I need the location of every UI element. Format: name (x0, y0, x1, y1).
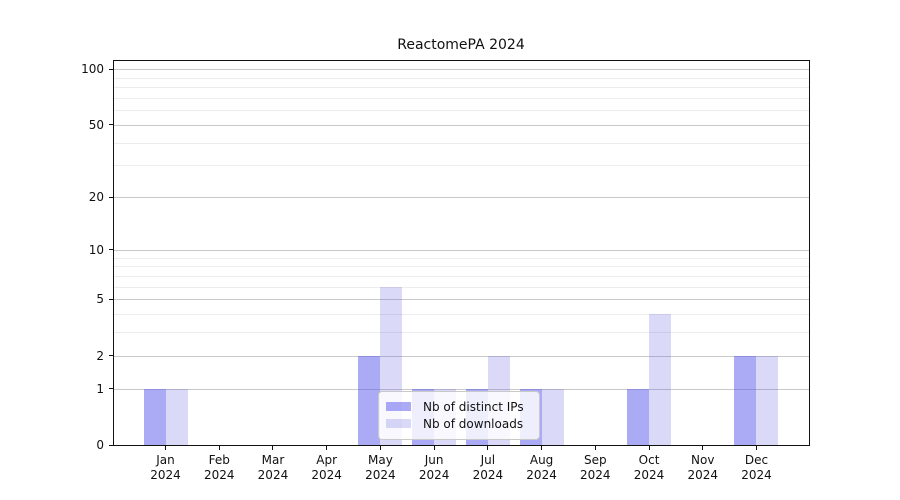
x-axis-tick (218, 446, 220, 450)
legend-swatch-downloads (386, 419, 411, 428)
legend-label-downloads: Nb of downloads (423, 416, 524, 431)
legend: Nb of distinct IPs Nb of downloads (378, 391, 540, 440)
x-tick-label: May 2024 (365, 453, 396, 482)
minor-gridline (114, 77, 809, 79)
y-tick-label: 100 (81, 62, 104, 77)
minor-gridline (114, 257, 809, 259)
y-axis-tick (109, 196, 113, 198)
x-tick-label: Dec 2024 (741, 453, 772, 482)
minor-gridline (114, 142, 809, 144)
legend-item-downloads: Nb of downloads (386, 415, 539, 432)
x-axis-tick (165, 446, 166, 450)
legend-item-distinct-ips: Nb of distinct IPs (386, 398, 539, 415)
y-tick-label: 50 (88, 117, 104, 132)
x-axis-tick (755, 446, 757, 450)
x-tick-label: Aug 2024 (526, 453, 557, 482)
legend-label-distinct-ips: Nb of distinct IPs (423, 399, 524, 414)
bar-distinct-ips-may (358, 355, 381, 445)
y-tick-label: 2 (96, 348, 104, 363)
minor-gridline (114, 110, 809, 112)
x-tick-label: Jun 2024 (418, 453, 450, 482)
x-axis-tick (594, 446, 596, 450)
x-tick-label: Mar 2024 (257, 453, 289, 482)
x-tick-label: Feb 2024 (203, 453, 235, 482)
minor-gridline (114, 286, 809, 288)
y-tick-label: 5 (96, 292, 104, 307)
x-tick-label: Apr 2024 (311, 453, 342, 482)
x-axis-tick (702, 446, 704, 450)
x-tick-label: Jan 2024 (150, 453, 181, 482)
x-axis-tick (541, 446, 543, 450)
y-axis-tick (109, 355, 113, 357)
major-gridline (114, 299, 809, 301)
x-axis-tick (433, 446, 435, 450)
major-gridline (114, 249, 809, 251)
y-tick-label: 1 (96, 381, 104, 396)
y-axis-tick (109, 388, 113, 390)
bar-distinct-ips-oct (627, 388, 650, 445)
minor-gridline (114, 266, 809, 268)
bar-downloads-oct (649, 314, 672, 445)
bar-distinct-ips-dec (734, 355, 757, 445)
y-tick-label: 0 (96, 438, 104, 452)
y-axis-tick (109, 444, 113, 446)
plot-area (113, 60, 810, 446)
legend-swatch-distinct-ips (386, 402, 411, 411)
y-axis-tick (109, 249, 113, 251)
minor-gridline (114, 275, 809, 277)
y-tick-label: 20 (88, 190, 104, 205)
major-gridline (114, 197, 809, 199)
x-axis-tick (487, 446, 489, 450)
major-gridline (114, 124, 809, 126)
major-gridline (114, 388, 809, 390)
x-axis-tick (379, 446, 381, 450)
x-axis-tick (326, 446, 328, 450)
minor-gridline (114, 165, 809, 167)
y-axis-tick (109, 68, 113, 70)
minor-gridline (114, 87, 809, 89)
bar-downloads-dec (756, 355, 779, 445)
x-axis-tick (648, 446, 650, 450)
x-tick-label: Nov 2024 (687, 453, 719, 482)
x-axis-tick (272, 446, 274, 450)
minor-gridline (114, 98, 809, 100)
y-tick-label: 10 (88, 242, 104, 257)
x-tick-label: Sep 2024 (580, 453, 611, 482)
major-gridline (114, 69, 809, 71)
x-tick-label: Jul 2024 (472, 453, 504, 482)
minor-gridline (114, 313, 809, 315)
bar-distinct-ips-jan (143, 388, 166, 445)
x-tick-label: Oct 2024 (633, 453, 665, 482)
minor-gridline (114, 332, 809, 334)
chart-title: ReactomePA 2024 (397, 37, 525, 53)
y-axis-tick (109, 124, 113, 126)
bar-downloads-aug (541, 388, 564, 445)
y-axis-tick (109, 298, 113, 300)
major-gridline (114, 355, 809, 357)
bar-downloads-jan (165, 388, 188, 445)
